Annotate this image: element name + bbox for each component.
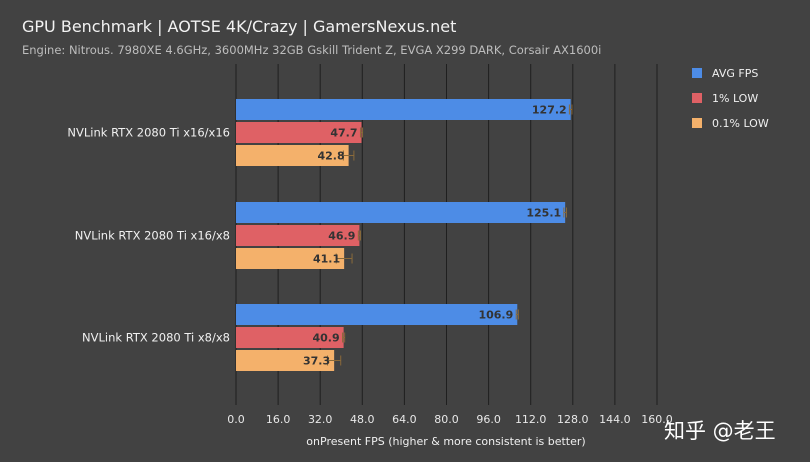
bar <box>236 225 360 246</box>
watermark-text: 知乎 @老王 <box>664 419 776 443</box>
bar <box>236 145 349 166</box>
bar <box>236 99 571 120</box>
x-tick-label: 64.0 <box>392 413 417 426</box>
bar <box>236 122 362 143</box>
x-tick-label: 80.0 <box>434 413 459 426</box>
x-tick-label: 32.0 <box>308 413 333 426</box>
x-tick-label: 96.0 <box>476 413 501 426</box>
x-tick-label: 112.0 <box>515 413 547 426</box>
bar-value-label: 106.9 <box>478 309 513 322</box>
x-tick-label: 16.0 <box>266 413 291 426</box>
bar-value-label: 42.8 <box>317 150 344 163</box>
legend: AVG FPS 1% LOW 0.1% LOW <box>692 67 769 130</box>
bar-value-label: 41.1 <box>313 253 340 266</box>
bar-value-label: 37.3 <box>303 355 330 368</box>
category-label: NVLink RTX 2080 Ti x16/x8 <box>75 229 230 243</box>
chart-title: GPU Benchmark | AOTSE 4K/Crazy | GamersN… <box>22 17 456 36</box>
bar-value-label: 47.7 <box>330 127 357 140</box>
legend-label: 1% LOW <box>712 92 758 105</box>
bars-group: 127.2 47.7 42.8 125.1 46.9 41.1 106.9 40.9 37.3 <box>236 99 573 371</box>
x-tick-label: 160.0 <box>641 413 673 426</box>
x-axis-label: onPresent FPS (higher & more consistent … <box>306 435 585 448</box>
legend-swatch <box>692 118 702 128</box>
legend-label: 0.1% LOW <box>712 117 769 130</box>
chart-subtitle: Engine: Nitrous. 7980XE 4.6GHz, 3600MHz … <box>22 43 601 57</box>
legend-label: AVG FPS <box>712 67 758 80</box>
x-tick-label: 48.0 <box>350 413 375 426</box>
bar-value-label: 127.2 <box>532 104 567 117</box>
category-label: NVLink RTX 2080 Ti x16/x16 <box>67 126 230 140</box>
bar <box>236 350 335 371</box>
x-tick-label: 144.0 <box>599 413 631 426</box>
legend-swatch <box>692 68 702 78</box>
bar <box>236 248 345 269</box>
bar-value-label: 46.9 <box>328 230 355 243</box>
grid-lines <box>235 64 658 405</box>
x-tick-label: 0.0 <box>227 413 245 426</box>
x-tick-labels: 0.0 16.0 32.0 48.0 64.0 80.0 96.0 112.0 128.0 144… <box>227 413 673 426</box>
bar-value-label: 125.1 <box>526 207 561 220</box>
bar <box>236 327 344 348</box>
bar <box>236 202 566 223</box>
bar-value-label: 40.9 <box>312 332 339 345</box>
bar <box>236 304 518 325</box>
x-tick-label: 128.0 <box>557 413 589 426</box>
category-label: NVLink RTX 2080 Ti x8/x8 <box>82 331 230 345</box>
category-labels: NVLink RTX 2080 Ti x16/x16 NVLink RTX 208… <box>67 126 230 345</box>
legend-swatch <box>692 93 702 103</box>
